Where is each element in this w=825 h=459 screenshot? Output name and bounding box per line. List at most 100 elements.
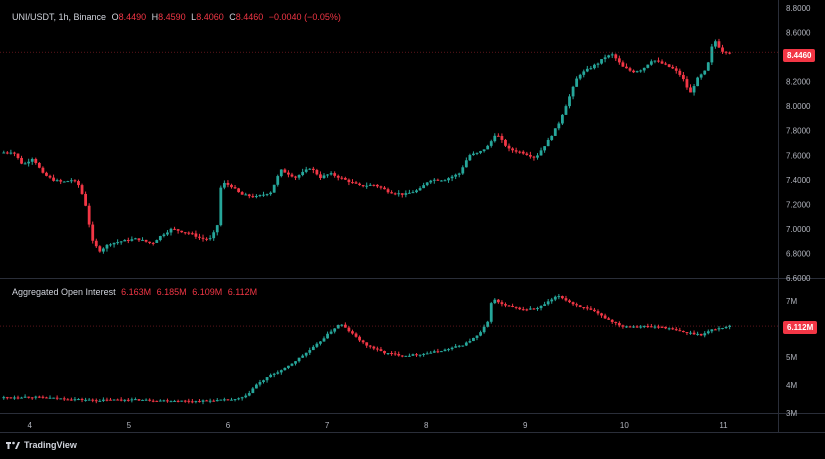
candle: [80, 183, 84, 195]
candle: [347, 178, 351, 186]
candle-body: [528, 308, 532, 310]
candle-body: [717, 328, 721, 330]
candle: [657, 324, 660, 329]
candle-body: [62, 398, 66, 400]
candle: [16, 395, 20, 400]
candle-body: [119, 399, 123, 401]
candle-body: [457, 173, 461, 175]
candle: [404, 355, 408, 357]
candle-body: [671, 328, 675, 330]
candle-body: [525, 309, 529, 311]
candle: [507, 143, 511, 152]
candle-body: [290, 174, 294, 177]
candle: [137, 399, 141, 401]
candle: [304, 352, 308, 358]
candle-body: [162, 234, 166, 237]
y-tick-label: 7M: [786, 297, 797, 306]
candle-body: [429, 352, 433, 354]
candle-body: [326, 333, 329, 339]
candle: [354, 332, 358, 338]
candle: [550, 297, 554, 304]
candle-body: [5, 152, 9, 154]
oi-candles: [2, 293, 732, 405]
y-tick-label: 4M: [786, 381, 797, 390]
candle: [493, 133, 497, 143]
candle: [59, 178, 63, 185]
candle-body: [73, 399, 77, 401]
candle: [37, 395, 41, 399]
candle-body: [347, 327, 351, 332]
candle-body: [610, 319, 614, 322]
symbol-label[interactable]: UNI/USDT, 1h, Binance: [12, 12, 107, 22]
candle-body: [41, 396, 45, 398]
candle: [482, 149, 486, 153]
candle: [2, 150, 6, 154]
candle: [279, 169, 283, 178]
candle-body: [578, 305, 582, 308]
candle-body: [642, 67, 646, 71]
candle: [689, 330, 692, 335]
candle: [62, 181, 66, 183]
candle-body: [532, 308, 536, 310]
candle: [251, 386, 255, 394]
candle-body: [607, 318, 611, 320]
candle: [664, 61, 667, 66]
candle: [714, 39, 717, 49]
candle-body: [333, 173, 337, 176]
candle-body: [386, 189, 390, 193]
candle-body: [582, 307, 586, 309]
candle-body: [436, 351, 440, 353]
oi-title[interactable]: Aggregated Open Interest: [12, 287, 116, 297]
candle-body: [454, 346, 458, 348]
candle: [621, 324, 625, 329]
candle: [375, 184, 379, 189]
candle-body: [407, 355, 411, 357]
candle: [536, 306, 539, 311]
candle-body: [536, 155, 539, 158]
candle-body: [109, 399, 112, 401]
candle: [607, 54, 611, 59]
candle: [212, 399, 216, 402]
candle-body: [87, 205, 91, 225]
candle: [144, 239, 148, 243]
candle: [447, 348, 450, 352]
candle: [411, 190, 415, 194]
candle: [194, 400, 198, 404]
candle: [180, 400, 184, 402]
candle: [507, 305, 511, 307]
candle-body: [689, 87, 692, 93]
candle-body: [276, 176, 280, 185]
candle: [550, 135, 554, 141]
candle-body: [575, 304, 579, 306]
candle: [311, 166, 315, 174]
candle-body: [13, 397, 16, 399]
candle-body: [639, 326, 643, 328]
candle-body: [336, 175, 340, 178]
candle-body: [607, 55, 611, 58]
candle: [418, 186, 422, 191]
candle-body: [379, 186, 383, 188]
candle-body: [141, 239, 144, 241]
candle-body: [593, 309, 596, 312]
candle: [52, 174, 55, 182]
candle: [201, 399, 205, 405]
candle-body: [450, 347, 454, 350]
candle-body: [514, 150, 518, 152]
candle-body: [23, 163, 27, 165]
candle-body: [262, 380, 265, 383]
candle-body: [432, 179, 436, 181]
candle-body: [632, 326, 635, 328]
candle-body: [621, 325, 625, 327]
candle-body: [119, 241, 123, 243]
candle-body: [692, 86, 696, 93]
candle-body: [653, 60, 657, 62]
tradingview-brand[interactable]: TradingView: [6, 440, 77, 450]
candle: [607, 316, 611, 320]
candle: [269, 191, 273, 196]
y-tick-label: 8.6000: [786, 29, 811, 38]
candle-body: [585, 307, 589, 309]
candle-body: [308, 168, 312, 170]
candle: [432, 349, 436, 353]
candle-body: [714, 329, 717, 331]
